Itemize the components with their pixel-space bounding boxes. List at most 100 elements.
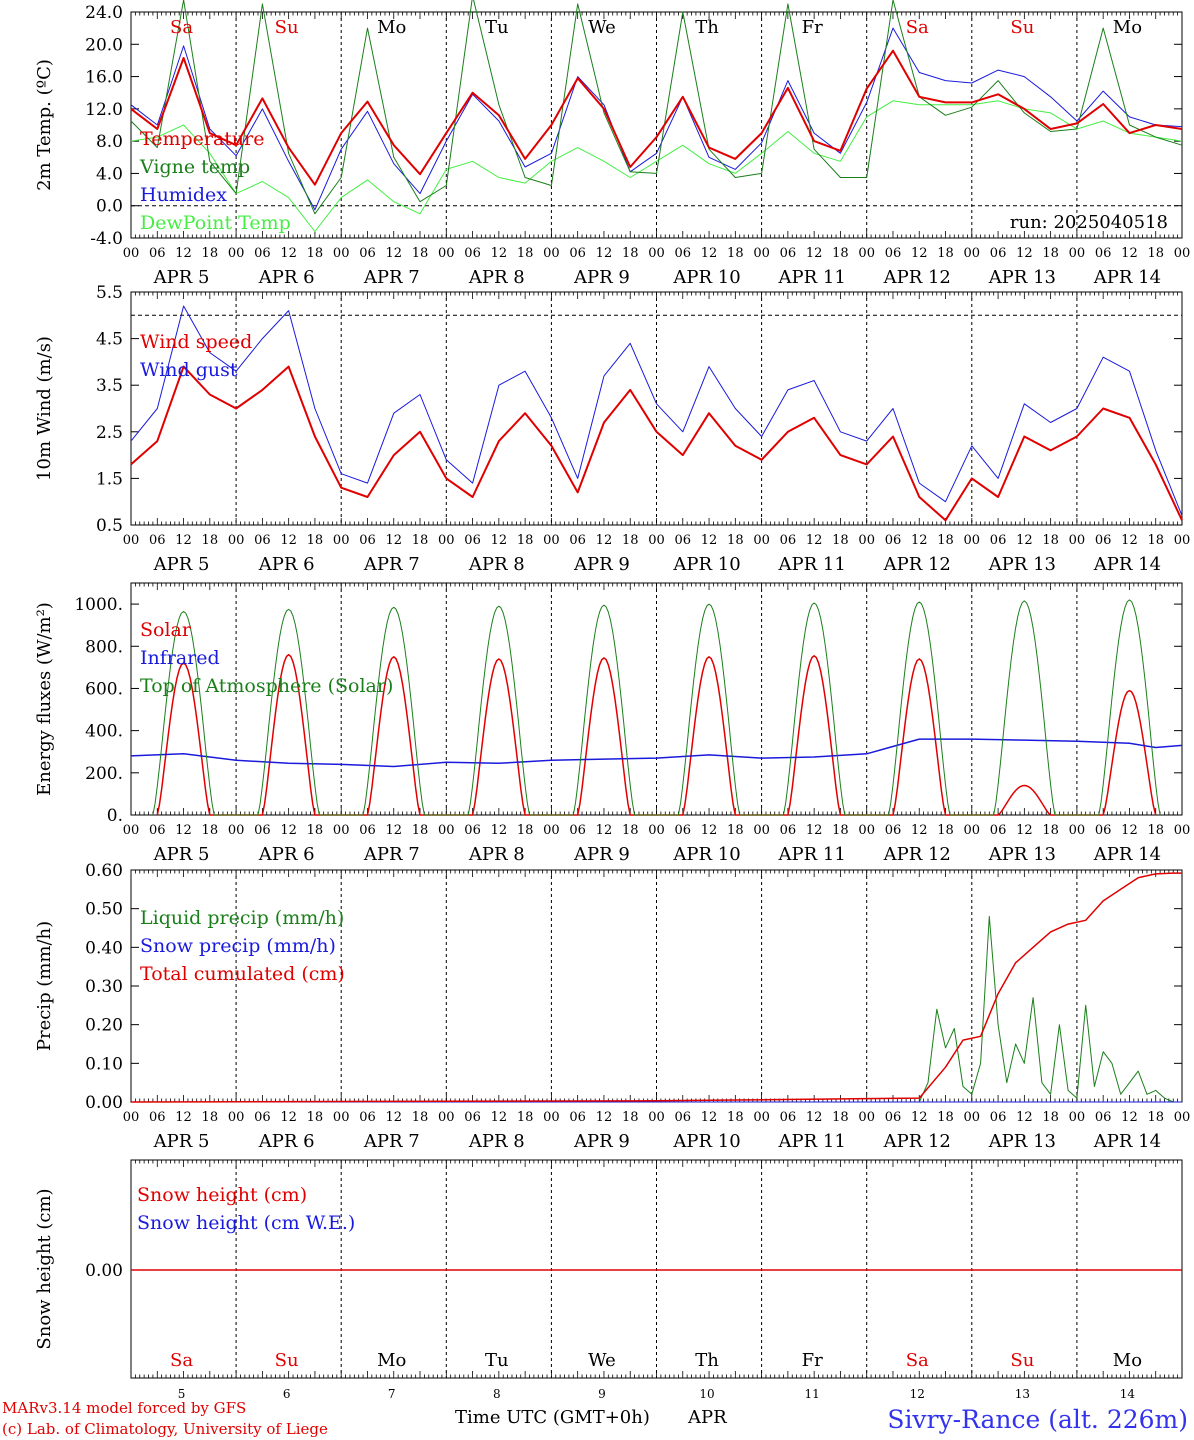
precip-hour-label: 18 (832, 1110, 849, 1125)
x-axis-month: APR (687, 1407, 727, 1428)
flux-hour-label: 06 (149, 823, 166, 838)
wind-y-tick-label: 2.5 (96, 423, 123, 443)
flux-date-label: APR 7 (363, 844, 420, 865)
precip-hour-label: 18 (307, 1110, 324, 1125)
flux-hour-label: 00 (1174, 823, 1191, 838)
temp-y-tick-label: -4.0 (90, 229, 123, 249)
wind-date-label: APR 7 (363, 554, 420, 575)
temp-hour-label: 12 (491, 246, 508, 261)
flux-hour-label: 00 (964, 823, 981, 838)
wind-y-tick-label: 3.5 (96, 376, 123, 396)
precip-hour-label: 18 (937, 1110, 954, 1125)
precip-hour-label: 06 (359, 1110, 376, 1125)
temp-day-label: Mo (1113, 17, 1142, 38)
flux-hour-label: 06 (254, 823, 271, 838)
precip-hour-label: 06 (675, 1110, 692, 1125)
snow-day-number: 10 (699, 1387, 714, 1401)
temp-hour-label: 12 (911, 246, 928, 261)
wind-hour-label: 06 (569, 533, 586, 548)
temp-y-tick-label: 4.0 (96, 164, 123, 184)
wind-hour-label: 12 (175, 533, 192, 548)
temp-hour-label: 18 (517, 246, 534, 261)
precip-series-line-0 (131, 915, 1182, 1103)
temp-series-line-0 (130, 100, 1183, 232)
x-axis-label: Time UTC (GMT+0h) (455, 1407, 650, 1428)
flux-hour-label: 18 (832, 823, 849, 838)
temp-hour-label: 06 (569, 246, 586, 261)
wind-hour-label: 00 (858, 533, 875, 548)
snow-day-label: Su (1010, 1350, 1034, 1371)
temp-day-label: Fr (802, 17, 823, 38)
precip-hour-label: 12 (280, 1110, 297, 1125)
wind-x-ticks (130, 292, 1183, 525)
temp-day-label: Mo (377, 17, 406, 38)
precip-hour-label: 12 (911, 1110, 928, 1125)
flux-hour-label: 12 (491, 823, 508, 838)
precip-y-tick-label: 0.30 (85, 977, 123, 997)
wind-hour-label: 18 (202, 533, 219, 548)
wind-hour-label: 12 (911, 533, 928, 548)
temp-date-label: APR 10 (672, 267, 740, 288)
temp-hour-label: 18 (937, 246, 954, 261)
temp-date-label: APR 14 (1093, 267, 1161, 288)
flux-hour-label: 00 (438, 823, 455, 838)
snow-day-number: 14 (1120, 1387, 1136, 1401)
snow-y-tick-label: 0.00 (85, 1261, 123, 1281)
wind-date-label: APR 9 (573, 554, 630, 575)
precip-hour-label: 00 (1174, 1110, 1191, 1125)
precip-series-line-2 (130, 872, 1182, 1103)
precip-date-label: APR 14 (1093, 1131, 1161, 1152)
wind-hour-label: 06 (1095, 533, 1112, 548)
flux-hour-label: 00 (753, 823, 770, 838)
temp-day-label: Su (275, 17, 299, 38)
temp-y-axis-label: 2m Temp. (ºC) (34, 59, 55, 191)
flux-hour-label: 18 (937, 823, 954, 838)
wind-date-label: APR 12 (883, 554, 951, 575)
wind-hour-label: 00 (753, 533, 770, 548)
flux-hour-label: 06 (885, 823, 902, 838)
precip-y-tick-label: 0.50 (85, 900, 123, 920)
precip-y-axis-label: Precip (mm/h) (34, 921, 55, 1051)
wind-hour-label: 18 (517, 533, 534, 548)
precip-date-label: APR 7 (363, 1131, 420, 1152)
temp-legend-item: Humidex (140, 184, 227, 206)
temp-hour-label: 18 (202, 246, 219, 261)
wind-hour-label: 12 (280, 533, 297, 548)
wind-date-label: APR 13 (988, 554, 1056, 575)
snow-day-number: 6 (283, 1387, 291, 1401)
temp-hour-label: 18 (832, 246, 849, 261)
snow-day-number: 9 (598, 1387, 606, 1401)
flux-hour-label: 00 (123, 823, 140, 838)
wind-date-label: APR 14 (1093, 554, 1161, 575)
temp-day-label: Tu (485, 17, 509, 38)
flux-hour-label: 12 (175, 823, 192, 838)
precip-hour-label: 00 (438, 1110, 455, 1125)
temp-hour-label: 00 (964, 246, 981, 261)
precip-legend-item: Total cumulated (cm) (140, 963, 345, 985)
flux-hour-label: 06 (675, 823, 692, 838)
flux-hour-label: 12 (911, 823, 928, 838)
temp-hour-label: 06 (149, 246, 166, 261)
flux-hour-label: 00 (858, 823, 875, 838)
temp-hour-label: 00 (543, 246, 560, 261)
precip-y-tick-label: 0.20 (85, 1016, 123, 1036)
wind-hour-label: 06 (675, 533, 692, 548)
precip-hour-label: 00 (1069, 1110, 1086, 1125)
precip-hour-label: 12 (806, 1110, 823, 1125)
flux-date-label: APR 6 (258, 844, 315, 865)
wind-hour-label: 12 (1016, 533, 1033, 548)
temp-hour-label: 12 (806, 246, 823, 261)
precip-hour-label: 12 (1121, 1110, 1138, 1125)
flux-hour-label: 12 (701, 823, 718, 838)
wind-y-axis-label: 10m Wind (m/s) (34, 336, 55, 481)
temp-hour-label: 12 (280, 246, 297, 261)
precip-y-tick-label: 0.10 (85, 1054, 123, 1074)
flux-hour-label: 12 (385, 823, 402, 838)
precip-hour-label: 06 (464, 1110, 481, 1125)
flux-y-tick-label: 400. (85, 722, 123, 742)
precip-hour-label: 06 (990, 1110, 1007, 1125)
temp-y-tick-label: 8.0 (96, 132, 123, 152)
snow-day-number: 12 (910, 1387, 925, 1401)
temp-legend-item: Vigne temp (139, 156, 250, 178)
snow-day-number: 11 (805, 1387, 820, 1401)
